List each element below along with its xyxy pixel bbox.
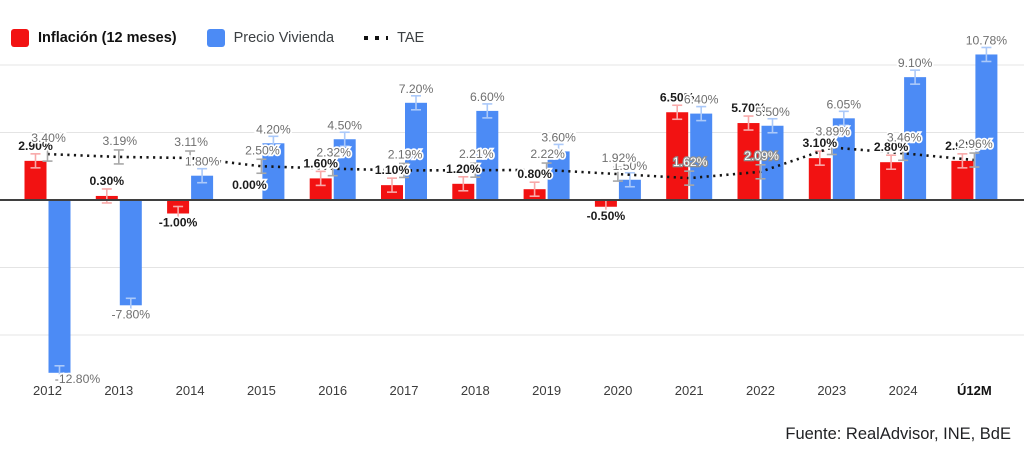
- label-precio-vivienda: 7.20%: [399, 82, 434, 96]
- bar-inflacion-2021[interactable]: [666, 112, 689, 200]
- label-tae: 3.89%: [816, 124, 851, 138]
- label-precio-vivienda: 5.50%: [755, 105, 790, 119]
- bar-precio-vivienda-ú12m[interactable]: [975, 54, 998, 200]
- label-tae: 2.09%: [744, 149, 779, 163]
- label-inflacion: 2.90%: [945, 139, 980, 153]
- x-axis-label: Ú12M: [957, 383, 992, 398]
- label-precio-vivienda: 4.20%: [256, 122, 291, 136]
- label-inflacion: 1.10%: [375, 163, 410, 177]
- bar-precio-vivienda-2019[interactable]: [547, 151, 570, 200]
- bar-inflacion-2022[interactable]: [737, 123, 760, 200]
- label-inflacion: 2.90%: [18, 139, 53, 153]
- x-axis-label: 2015: [247, 383, 276, 398]
- x-axis-label: 2018: [461, 383, 490, 398]
- label-inflacion: 0.00%: [232, 178, 267, 192]
- bar-inflacion-2024[interactable]: [880, 162, 903, 200]
- label-precio-vivienda: 4.50%: [327, 118, 362, 132]
- legend-item-tae: TAE: [364, 30, 424, 46]
- legend-label-precio-vivienda: Precio Vivienda: [233, 30, 335, 46]
- label-tae: 2.19%: [388, 147, 423, 161]
- label-tae: 3.19%: [103, 134, 138, 148]
- x-axis-label: 2023: [817, 383, 846, 398]
- bar-inflacion-2012[interactable]: [24, 160, 47, 200]
- label-inflacion: 6.50%: [660, 90, 695, 104]
- label-precio-vivienda: 6.05%: [827, 97, 862, 111]
- bar-precio-vivienda-2017[interactable]: [405, 102, 427, 200]
- label-inflacion: 3.10%: [803, 136, 838, 150]
- label-tae: 1.62%: [673, 155, 708, 169]
- x-axis-label: 2024: [889, 383, 918, 398]
- tae-dotted-line-icon: [364, 36, 389, 40]
- bar-precio-vivienda-2015[interactable]: [262, 143, 285, 200]
- label-inflacion: -0.50%: [587, 209, 626, 223]
- label-precio-vivienda: -12.80%: [55, 372, 101, 386]
- bar-precio-vivienda-2020[interactable]: [618, 179, 641, 200]
- bar-precio-vivienda-2012[interactable]: [48, 200, 71, 373]
- label-precio-vivienda: 9.10%: [898, 56, 933, 70]
- x-axis-label: 2022: [746, 383, 775, 398]
- x-axis-label: 2017: [390, 383, 419, 398]
- bar-precio-vivienda-2014[interactable]: [191, 175, 214, 200]
- bar-precio-vivienda-2023[interactable]: [832, 118, 855, 200]
- label-tae: 3.46%: [887, 130, 922, 144]
- x-axis-label: 2021: [675, 383, 704, 398]
- label-inflacion: 1.20%: [446, 162, 481, 176]
- label-inflacion: -1.00%: [159, 216, 198, 230]
- legend-item-precio-vivienda: Precio Vivienda: [206, 29, 335, 47]
- label-inflacion: 0.30%: [90, 174, 125, 188]
- legend-item-inflacion: Inflación (12 meses): [11, 29, 177, 47]
- x-axis-label: 2013: [104, 383, 133, 398]
- label-precio-vivienda: 3.60%: [541, 130, 576, 144]
- bar-inflacion-ú12m[interactable]: [951, 160, 974, 200]
- tae-line: [47, 146, 975, 180]
- x-axis-label: 2019: [532, 383, 561, 398]
- bar-precio-vivienda-2022[interactable]: [761, 125, 784, 200]
- legend-label-tae: TAE: [397, 30, 425, 46]
- x-axis-label: 2020: [603, 383, 632, 398]
- legend-label-inflacion: Inflación (12 meses): [38, 30, 177, 46]
- label-precio-vivienda: 1.50%: [613, 159, 648, 173]
- bar-precio-vivienda-2013[interactable]: [119, 200, 142, 306]
- bar-inflacion-2023[interactable]: [808, 158, 831, 200]
- label-tae: 2.22%: [530, 147, 565, 161]
- label-tae: 2.21%: [459, 147, 494, 161]
- x-axis-label: 2016: [318, 383, 347, 398]
- source-note: Fuente: RealAdvisor, INE, BdE: [785, 425, 1011, 443]
- label-inflacion: 2.80%: [874, 140, 909, 154]
- inflacion-swatch-icon: [11, 29, 29, 47]
- bar-inflacion-2016[interactable]: [309, 178, 332, 200]
- precio-vivienda-swatch-icon: [206, 29, 225, 47]
- label-precio-vivienda: 1.80%: [185, 155, 220, 169]
- bar-precio-vivienda-2018[interactable]: [476, 110, 499, 200]
- label-precio-vivienda: -7.80%: [111, 307, 150, 321]
- label-tae: 2.50%: [245, 143, 280, 157]
- label-tae: 1.92%: [602, 151, 637, 165]
- label-tae: 3.40%: [31, 131, 66, 145]
- label-tae: 2.32%: [316, 146, 351, 160]
- bar-inflacion-2018[interactable]: [452, 183, 475, 200]
- x-axis-label: 2014: [176, 383, 205, 398]
- label-tae: 3.11%: [174, 135, 208, 149]
- label-tae: 2.96%: [958, 137, 993, 151]
- label-inflacion: 1.60%: [303, 156, 338, 170]
- bar-precio-vivienda-2024[interactable]: [904, 77, 927, 200]
- chart-legend: Inflación (12 meses) Precio Vivienda TAE: [11, 29, 424, 47]
- label-inflacion: 5.70%: [731, 101, 766, 115]
- label-inflacion: 0.80%: [517, 167, 552, 181]
- label-precio-vivienda: 6.60%: [470, 90, 505, 104]
- x-axis-label: 2012: [33, 383, 62, 398]
- label-precio-vivienda: 10.78%: [966, 33, 1007, 47]
- label-precio-vivienda: 6.40%: [684, 93, 719, 107]
